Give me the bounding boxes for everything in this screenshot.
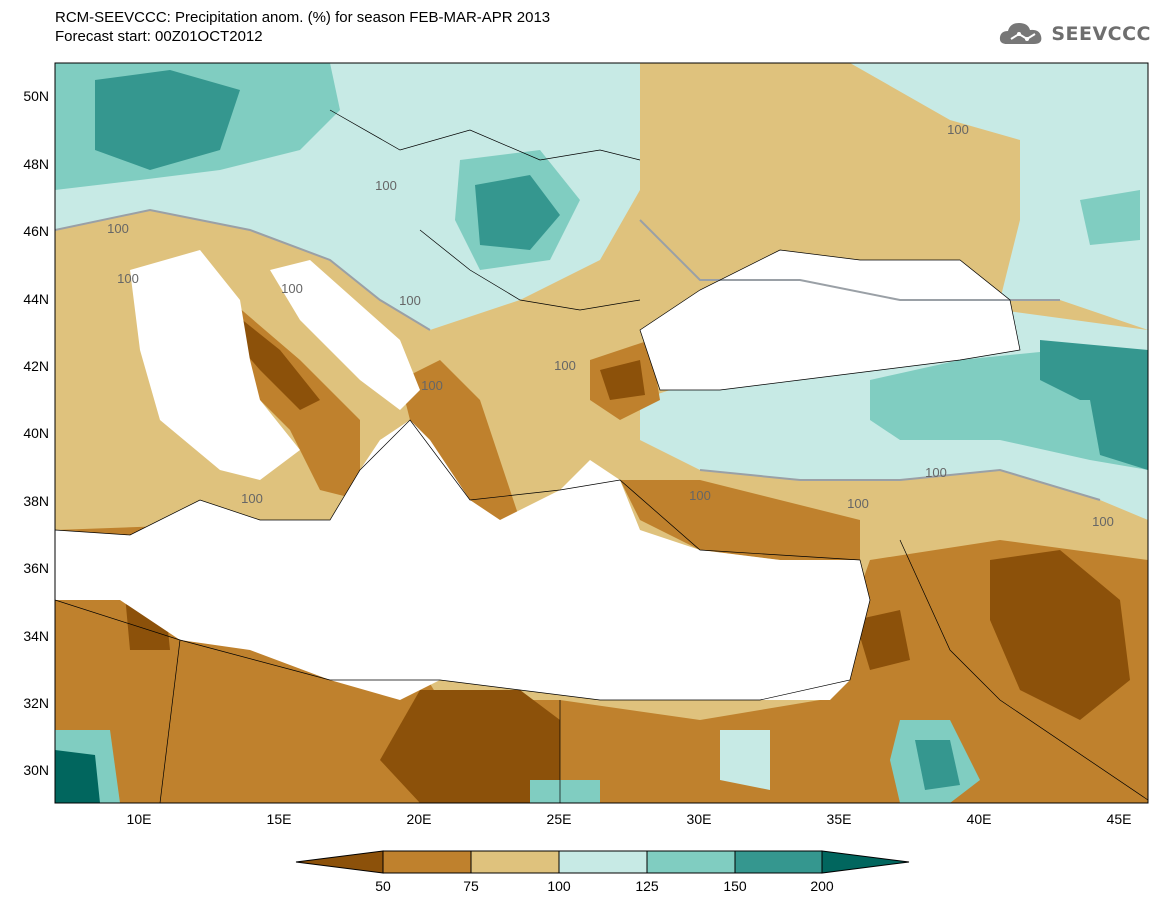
contour-label: 100 <box>421 378 443 393</box>
black-sea <box>640 250 1020 390</box>
contour-label: 100 <box>375 178 397 193</box>
border-balkans <box>419 229 641 311</box>
border-levant <box>899 539 1148 801</box>
very-wet-georgia <box>1040 340 1148 400</box>
colorbar-swatch <box>646 850 736 874</box>
contour-label-group: 100 100 100 100 100 100 100 100 100 100 … <box>107 122 1114 529</box>
precip-field <box>55 63 1148 803</box>
colorbar: 50 75 100 125 150 200 <box>295 850 910 894</box>
colorbar-tick: 200 <box>810 878 834 894</box>
adriatic-sea <box>270 260 420 410</box>
lon-label: 45E <box>1107 811 1132 827</box>
lat-label: 30N <box>23 762 49 778</box>
extreme-wet-spot-algeria <box>55 750 100 803</box>
wet-spot-egypt <box>720 730 770 790</box>
coastline <box>55 419 871 701</box>
seevccc-logo: SEEVCCC <box>997 20 1151 48</box>
very-dry-italy <box>225 310 320 410</box>
colorbar-swatch <box>382 850 472 874</box>
contour-label: 100 <box>1092 514 1114 529</box>
lon-label: 20E <box>407 811 432 827</box>
contour-label: 100 <box>925 465 947 480</box>
contour-label: 100 <box>241 491 263 506</box>
contour-label: 100 <box>689 488 711 503</box>
very-wet-germany <box>95 70 240 170</box>
very-dry-iraq <box>990 550 1130 720</box>
forecast-start: Forecast start: 00Z01OCT2012 <box>55 28 263 45</box>
contour-100-a <box>55 208 431 331</box>
contour-label: 100 <box>281 281 303 296</box>
lat-label: 34N <box>23 628 49 644</box>
very-wet-spot-arabia <box>915 740 960 790</box>
map-frame <box>54 62 1149 804</box>
lat-label: 50N <box>23 88 49 104</box>
lon-label: 10E <box>127 811 152 827</box>
contour-label: 100 <box>399 293 421 308</box>
contour-label: 100 <box>117 271 139 286</box>
very-dry-libya <box>380 690 560 803</box>
lat-label: 38N <box>23 493 49 509</box>
dry-ukraine <box>640 63 1030 300</box>
lon-label: 25E <box>547 811 572 827</box>
lon-label: 15E <box>267 811 292 827</box>
lat-label: 40N <box>23 425 49 441</box>
contour-label: 100 <box>847 496 869 511</box>
lon-label: 35E <box>827 811 852 827</box>
border-north <box>329 109 641 161</box>
colorbar-low-arrow <box>295 850 384 874</box>
very-wet-hungary <box>475 175 560 250</box>
colorbar-tick: 75 <box>463 878 479 894</box>
contour-label: 100 <box>947 122 969 137</box>
colorbar-tick: 50 <box>375 878 391 894</box>
lat-label: 32N <box>23 695 49 711</box>
colorbar-tick: 100 <box>547 878 571 894</box>
colorbar-tick: 150 <box>723 878 747 894</box>
tyrrhenian-sea <box>130 250 300 480</box>
lon-label: 40E <box>967 811 992 827</box>
borders <box>55 109 1148 803</box>
contour-label: 100 <box>554 358 576 373</box>
border-algeria-tunisia <box>159 639 181 803</box>
very-wet-armenia <box>1090 400 1148 470</box>
mediterranean-sea <box>55 420 870 700</box>
lat-label: 36N <box>23 560 49 576</box>
colorbar-swatch <box>734 850 823 874</box>
dry-greece <box>400 360 520 520</box>
very-dry-lebanon <box>855 610 910 670</box>
lat-label: 44N <box>23 291 49 307</box>
cloud-icon <box>1000 23 1042 44</box>
lat-label: 42N <box>23 358 49 374</box>
map-title: RCM-SEEVCCC: Precipitation anom. (%) for… <box>55 9 551 26</box>
contour-label: 100 <box>107 221 129 236</box>
lat-axis: 50N 48N 46N 44N 42N 40N 38N 36N 34N 32N … <box>23 88 49 778</box>
contour-100-c <box>699 468 1101 501</box>
wet-patch-caucasus-north <box>1080 190 1140 245</box>
colorbar-swatch <box>470 850 560 874</box>
black-sea-coast <box>639 249 1021 391</box>
logo-text: SEEVCCC <box>1051 23 1151 45</box>
wet-spot-egypt-south <box>530 780 600 803</box>
colorbar-tick: 125 <box>635 878 659 894</box>
lat-label: 46N <box>23 223 49 239</box>
wet-region-east <box>850 63 1148 330</box>
lon-label: 30E <box>687 811 712 827</box>
lat-label: 48N <box>23 156 49 172</box>
lon-axis: 10E 15E 20E 25E 30E 35E 40E 45E <box>127 811 1132 827</box>
dry-turkey-south <box>620 480 860 560</box>
colorbar-swatch <box>558 850 648 874</box>
very-dry-bulgaria <box>600 360 645 400</box>
title-block: RCM-SEEVCCC: Precipitation anom. (%) for… <box>55 8 550 46</box>
colorbar-high-arrow <box>821 850 910 874</box>
